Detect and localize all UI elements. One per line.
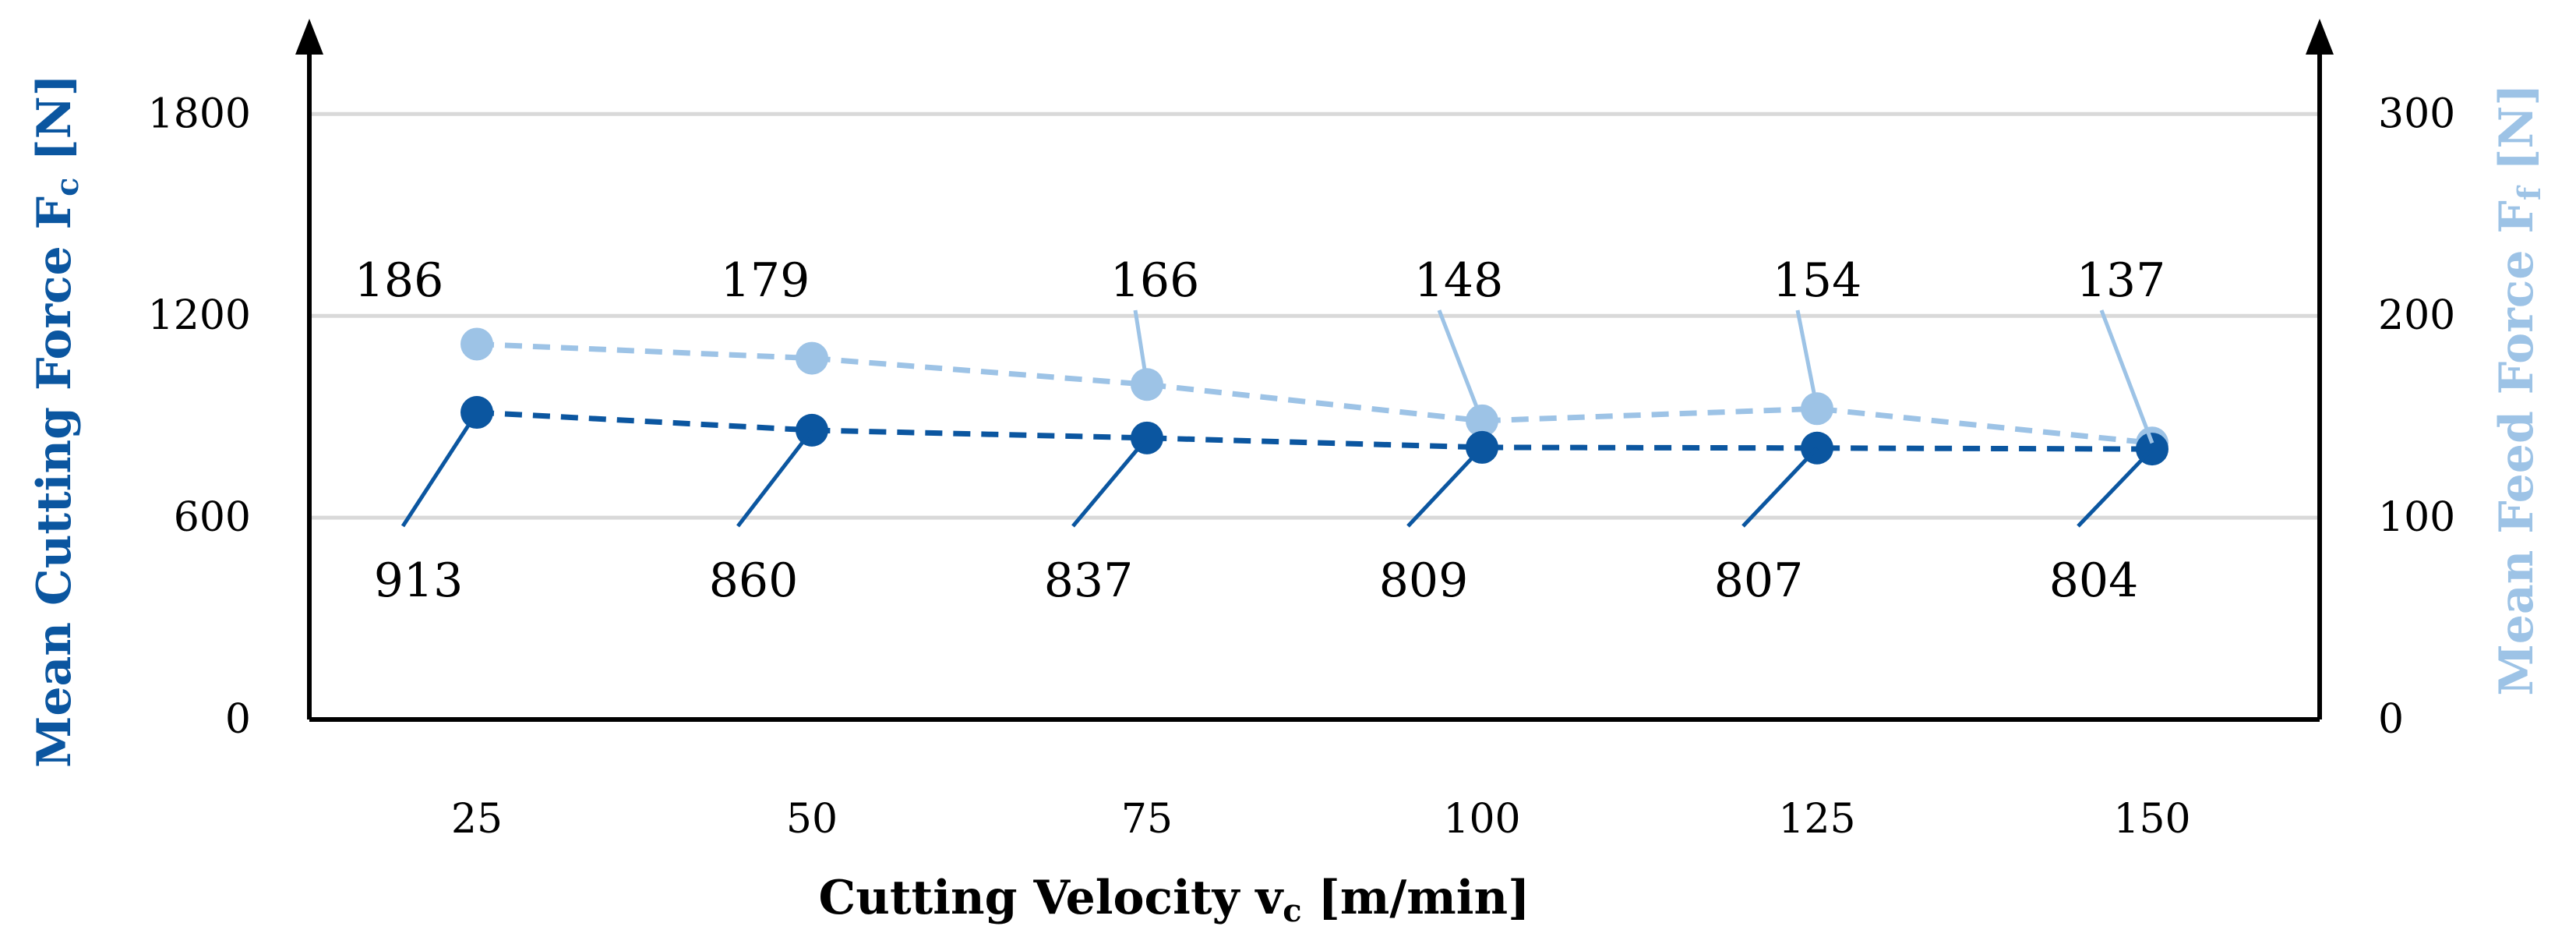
cutting-force-leader: [401, 411, 479, 528]
feed-force-data-label: 166: [1110, 253, 1200, 308]
gridlines: [309, 111, 2320, 520]
x-tick-label: 50: [786, 796, 838, 843]
y-right-tick-label: 300: [2378, 90, 2455, 137]
x-tick-label: 100: [1443, 796, 1520, 843]
x-tick-label: 125: [1778, 796, 1855, 843]
x-axis-title: Cutting Velocity vc [m/min]: [818, 871, 1530, 929]
feed-force-data-label: 179: [721, 253, 810, 308]
data-labels: 913 860 837 809 807 804 186 179 166 148 154 137: [355, 253, 2166, 608]
y-axis-left-title: Mean Cutting Force Fc [N]: [27, 74, 86, 768]
cutting-force-data-label: 913: [374, 553, 464, 608]
feed-force-data-label: 186: [355, 253, 444, 308]
cutting-force-leader: [1406, 446, 1484, 528]
cutting-force-data-label: 837: [1044, 553, 1134, 608]
feed-force-point: [461, 327, 493, 361]
feed-force-data-label: 137: [2077, 253, 2166, 308]
series-cutting-force: [461, 396, 2168, 466]
cutting-force-leader: [2077, 447, 2154, 528]
feed-force-leader: [1437, 309, 1484, 422]
series: [461, 327, 2168, 466]
feed-force-data-label: 148: [1414, 253, 1504, 308]
y-right-tick-label: 200: [2378, 292, 2455, 339]
x-tick-label: 150: [2113, 796, 2190, 843]
cutting-force-leader: [736, 429, 813, 528]
y-left-tick-label: 600: [174, 494, 251, 541]
y-right-tick-label: 100: [2378, 494, 2455, 541]
y-right-tick-label: 0: [2378, 696, 2404, 743]
y-axis-right-title: Mean Feed Force Ff [N]: [2490, 83, 2548, 695]
cutting-force-leader: [1071, 437, 1149, 528]
feed-force-leader: [1133, 309, 1149, 385]
y-left-tick-label: 1200: [148, 292, 251, 339]
cutting-force-data-label: 860: [709, 553, 799, 608]
y-left-tick-label: 0: [225, 696, 251, 743]
feed-force-point: [796, 341, 828, 375]
y-axis-left-arrow: [295, 19, 323, 55]
cutting-force-data-label: 809: [1379, 553, 1469, 608]
x-tick-label: 75: [1121, 796, 1173, 843]
y-left-tick-label: 1800: [148, 90, 251, 137]
y-axis-right-arrow: [2306, 19, 2334, 55]
feed-force-leader: [1795, 309, 1819, 409]
series-feed-force: [461, 327, 2168, 460]
tick-labels: 0 600 1200 1800 0 100 200 300 25 50 75 100 125 150: [148, 90, 2456, 843]
cutting-force-data-label: 804: [2049, 553, 2139, 608]
feed-force-line: [476, 341, 2153, 446]
cutting-force-line: [476, 409, 2153, 452]
feed-force-leader: [2099, 309, 2154, 444]
x-tick-label: 25: [451, 796, 503, 843]
cutting-force-leader: [1741, 447, 1819, 528]
feed-force-data-label: 154: [1773, 253, 1862, 308]
cutting-force-data-label: 807: [1714, 553, 1804, 608]
